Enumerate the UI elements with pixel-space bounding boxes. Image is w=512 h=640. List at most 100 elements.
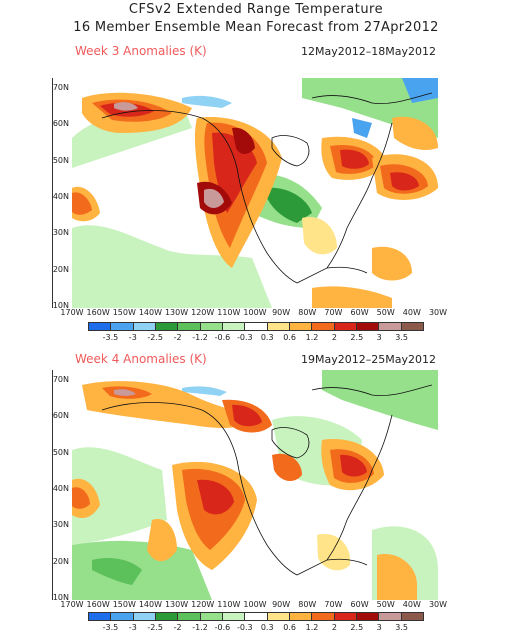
colorbar-swatch — [334, 322, 357, 331]
longitude-tick-label: 160W — [86, 308, 110, 317]
colorbar-label: 2.5 — [350, 623, 364, 632]
colorbar-label: 1.2 — [305, 623, 319, 632]
longitude-tick-label: 140W — [138, 308, 163, 317]
latitude-tick-label: 60N — [52, 119, 69, 129]
longitude-tick-label: 100W — [243, 600, 267, 609]
colorbar-swatch — [312, 612, 335, 621]
longitude-tick-label: 90W — [272, 600, 291, 609]
longitude-tick-label: 30W — [428, 600, 448, 609]
colorbar-label: 3.5 — [395, 623, 408, 632]
longitude-tick-label: 50W — [376, 308, 395, 317]
longitude-tick-label: 170W — [60, 308, 84, 317]
colorbar-label: 0.6 — [283, 623, 296, 632]
colorbar-swatch — [133, 612, 156, 621]
latitude-tick-label: 30N — [52, 520, 69, 530]
colorbar-label: 3 — [376, 333, 382, 342]
colorbar-1: -3.5 -3 -2.5 -2 -1.2 -0.6 -0.3 0.3 0.6 1.2 2 2.5 3 3.… — [88, 322, 424, 350]
latitude-tick-label: 10N — [52, 593, 69, 602]
longitude-tick-label: 60W — [350, 308, 369, 317]
colorbar-swatch — [356, 322, 380, 331]
colorbar-label: 0.6 — [283, 333, 296, 342]
longitude-tick-label: 60W — [350, 600, 369, 609]
colorbar-label: 2 — [331, 333, 337, 342]
colorbar-swatch — [379, 322, 402, 331]
colorbar-swatch — [155, 322, 179, 331]
colorbar-label: -1.2 — [192, 623, 208, 632]
colorbar-label: -3 — [128, 333, 137, 342]
colorbar-label: -1.2 — [192, 333, 208, 342]
colorbar-swatch — [111, 612, 134, 621]
panel-1-longitude-axis: 170W 160W 150W 140W 130W 120W 110W 100W 90W 80W 70… — [55, 308, 455, 320]
latitude-tick-label: 50N — [52, 155, 69, 165]
longitude-tick-label: 110W — [217, 600, 241, 609]
colorbar-swatch — [178, 322, 201, 331]
colorbar-1-swatches — [88, 322, 424, 331]
longitude-tick-label: 40W — [402, 600, 421, 609]
colorbar-label: -2.5 — [147, 333, 163, 342]
colorbar-swatch — [88, 322, 112, 331]
longitude-tick-label: 50W — [376, 600, 395, 609]
colorbar-swatch — [334, 612, 357, 621]
latitude-tick-label: 40N — [52, 484, 69, 493]
colorbar-swatch — [88, 612, 112, 621]
longitude-tick-label: 140W — [138, 600, 163, 609]
latitude-tick-label: 20N — [52, 264, 69, 274]
colorbar-label: -2 — [173, 333, 182, 342]
longitude-tick-label: 80W — [298, 308, 317, 317]
colorbar-label: -0.6 — [214, 333, 231, 342]
colorbar-label: 0.3 — [260, 623, 274, 632]
panel-2-date-range: 19May2012–25May2012 — [301, 353, 436, 366]
panel-2-longitude-axis: 170W 160W 150W 140W 130W 120W 110W 100W 90W 80W 70… — [55, 600, 455, 612]
longitude-tick-label: 110W — [217, 308, 241, 317]
colorbar-swatch — [200, 322, 223, 331]
colorbar-label: -0.6 — [214, 623, 231, 632]
latitude-tick-label: 50N — [52, 447, 69, 457]
colorbar-label: -3 — [128, 623, 137, 632]
latitude-tick-label: 70N — [52, 83, 69, 92]
longitude-tick-label: 30W — [428, 308, 448, 317]
colorbar-label: -2.5 — [147, 623, 163, 632]
colorbar-swatch — [379, 612, 402, 621]
longitude-tick-label: 130W — [164, 308, 189, 317]
longitude-tick-label: 130W — [164, 600, 189, 609]
colorbar-swatch — [267, 612, 290, 621]
panel-1-lat-axis-line — [52, 78, 53, 308]
panel-1-map-svg — [72, 78, 438, 308]
panel-2-latitude-axis: 70N 60N 50N 40N 30N 20N 10N — [50, 370, 72, 602]
longitude-tick-label: 90W — [272, 308, 291, 317]
colorbar-label: -0.3 — [236, 333, 253, 342]
colorbar-2-labels: -3.5 -3 -2.5 -2 -1.2 -0.6 -0.3 0.3 0.6 1.2 2 2.5 3 3.… — [88, 623, 424, 637]
panel-1-latitude-axis: 70N 60N 50N 40N 30N 20N 10N — [50, 78, 72, 310]
colorbar-label: 3 — [376, 623, 382, 632]
panel-1-map — [72, 78, 438, 308]
colorbar-label: -0.3 — [236, 623, 253, 632]
colorbar-swatch — [200, 612, 223, 621]
colorbar-label: -2 — [173, 623, 182, 632]
colorbar-label: -3.5 — [102, 333, 119, 342]
longitude-tick-label: 120W — [191, 308, 215, 317]
latitude-tick-label: 60N — [52, 411, 69, 421]
colorbar-label: 2.5 — [350, 333, 364, 342]
longitude-tick-label: 40W — [402, 308, 421, 317]
colorbar-label: -3.5 — [102, 623, 119, 632]
longitude-tick-label: 100W — [243, 308, 267, 317]
latitude-tick-label: 70N — [52, 375, 69, 384]
colorbar-label: 0.3 — [260, 333, 274, 342]
latitude-tick-label: 30N — [52, 228, 69, 238]
longitude-tick-label: 120W — [191, 600, 215, 609]
colorbar-swatch — [133, 322, 156, 331]
colorbar-swatch — [289, 322, 313, 331]
longitude-tick-label: 80W — [298, 600, 317, 609]
longitude-tick-label: 70W — [324, 600, 343, 609]
colorbar-swatch — [111, 322, 134, 331]
colorbar-swatch — [312, 322, 335, 331]
colorbar-label: 1.2 — [305, 333, 319, 342]
panel-2-lat-axis-line — [52, 370, 53, 600]
colorbar-swatch — [245, 612, 268, 621]
longitude-tick-label: 170W — [60, 600, 84, 609]
chart-subtitle: 16 Member Ensemble Mean Forecast from 27… — [73, 20, 439, 35]
colorbar-label: 3.5 — [395, 333, 408, 342]
colorbar-swatch — [222, 612, 246, 621]
colorbar-swatch — [245, 322, 268, 331]
colorbar-swatch — [356, 612, 380, 621]
